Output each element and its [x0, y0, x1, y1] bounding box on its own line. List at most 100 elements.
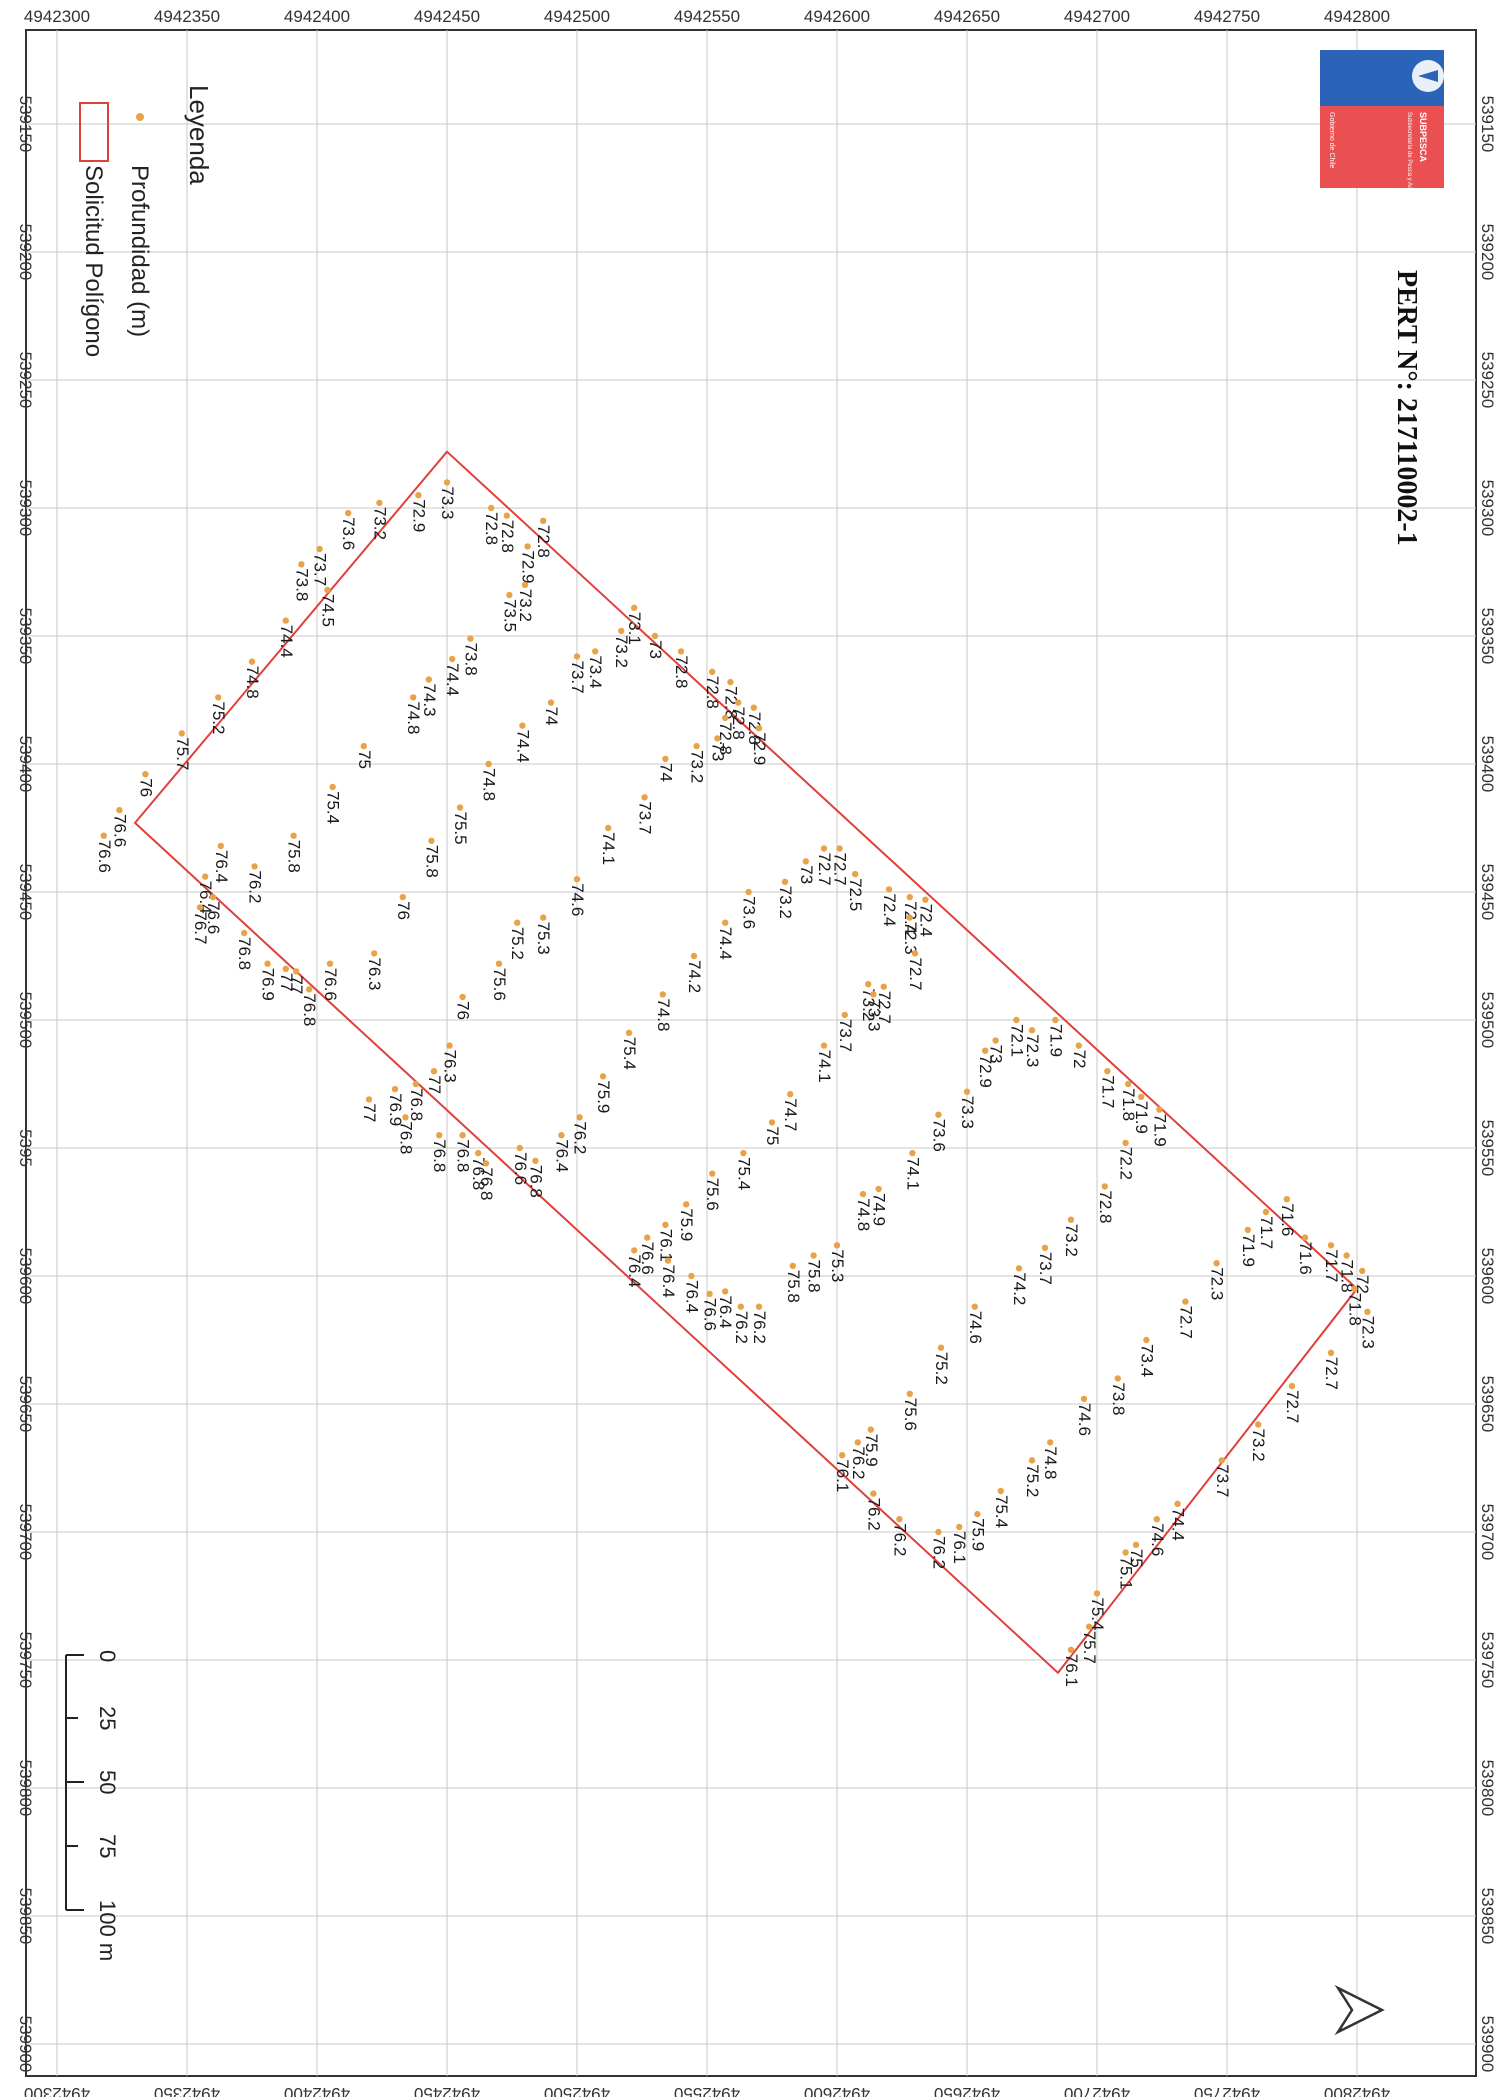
depth-label: 71.8 [1345, 1293, 1364, 1326]
depth-label: 74.7 [781, 1098, 800, 1131]
depth-point [326, 960, 334, 967]
depth-label: 72.3 [1358, 1316, 1377, 1349]
axis-bottom-label: 4942350 [154, 2084, 220, 2097]
depth-label: 72.7 [1176, 1306, 1195, 1339]
depth-label: 74.8 [1041, 1446, 1060, 1479]
depth-point [345, 509, 352, 517]
depth-point [690, 952, 698, 960]
depth-label: 73.8 [292, 568, 311, 601]
depth-point [1067, 1646, 1075, 1654]
axis-top-label: 4942700 [1064, 7, 1130, 26]
axis-right-label: 539450 [1478, 864, 1497, 921]
depth-label: 73.6 [929, 1119, 948, 1152]
depth-label: 76.4 [212, 850, 231, 883]
depth-label: 73.7 [836, 1019, 855, 1052]
axis-left-label: 539900 [16, 2016, 35, 2073]
depth-label: 71.7 [1322, 1249, 1341, 1282]
depth-point [745, 888, 752, 896]
axis-right-label: 539750 [1478, 1632, 1497, 1689]
depth-point [573, 876, 581, 883]
depth-label: 72.1 [1007, 1024, 1026, 1057]
depth-point [870, 991, 877, 998]
depth-label: 71.8 [1338, 1260, 1357, 1293]
depth-label: 73.3 [864, 998, 883, 1031]
depth-point [428, 837, 435, 844]
depth-label: 75.4 [734, 1157, 753, 1190]
depth-point [282, 617, 289, 624]
axis-left-label: 539300 [16, 480, 35, 537]
depth-label: 73.5 [500, 599, 519, 632]
depth-label: 73.2 [1062, 1224, 1081, 1257]
depth-label: 74.9 [870, 1193, 889, 1226]
logo-red-block [1320, 106, 1444, 188]
depth-label: 76.6 [110, 814, 129, 847]
depth-label: 75.2 [508, 927, 527, 960]
scale-tick-50: 50 [95, 1770, 120, 1794]
depth-point [298, 561, 305, 568]
depth-point [360, 742, 367, 750]
depth-point [768, 1119, 776, 1126]
depth-label: 72.9 [519, 550, 538, 583]
axis-bottom-label: 4942800 [1324, 2084, 1390, 2097]
depth-label: 72.9 [409, 499, 428, 532]
axis-bottom-label: 4942600 [804, 2084, 870, 2097]
depth-label: 75.9 [862, 1434, 881, 1467]
depth-label: 73.2 [516, 589, 535, 622]
depth-point [215, 694, 222, 701]
depth-point [709, 1170, 716, 1177]
depth-label: 74.4 [716, 927, 735, 960]
depth-label: 76.9 [259, 968, 278, 1001]
depth-label: 76.1 [656, 1229, 675, 1262]
depth-label: 74.4 [513, 730, 532, 763]
depth-point [251, 863, 258, 870]
axis-bottom-label: 4942300 [24, 2084, 90, 2097]
depth-label: 76.6 [95, 840, 114, 873]
depth-label: 72.8 [745, 712, 764, 745]
depth-point [399, 893, 406, 901]
depth-label: 72.8 [721, 686, 740, 719]
depth-point [456, 804, 464, 811]
depth-label: 72.9 [750, 732, 769, 765]
depth-point [540, 517, 547, 524]
depth-label: 76.6 [204, 901, 223, 934]
depth-label: 76.6 [638, 1242, 657, 1275]
depth-label: 72.8 [703, 676, 722, 709]
depth-label: 76.4 [682, 1280, 701, 1313]
axis-right-label: 539850 [1478, 1888, 1497, 1945]
depth-point [100, 832, 108, 839]
depth-label: 76.9 [386, 1093, 405, 1126]
depth-label: 72.3 [1023, 1034, 1042, 1067]
axis-right-label: 539550 [1478, 1120, 1497, 1177]
depth-point [709, 668, 716, 675]
depth-label: 77 [360, 1103, 379, 1122]
axis-bottom-label: 4942500 [544, 2084, 610, 2097]
axis-right-label: 539300 [1478, 480, 1497, 537]
legend-title: Leyenda [184, 85, 214, 185]
depth-point [1359, 1267, 1366, 1275]
depth-label: 71.9 [1046, 1024, 1065, 1057]
depth-point [576, 1114, 583, 1121]
depth-label: 74.8 [243, 666, 262, 699]
depth-point [870, 1490, 877, 1497]
depth-point [514, 919, 521, 926]
depth-label: 72.3 [1208, 1267, 1227, 1300]
depth-point [376, 499, 383, 507]
depth-label: 74 [542, 707, 561, 726]
depth-point [875, 1185, 882, 1193]
depth-label: 72.4 [880, 893, 899, 926]
depth-label: 75.8 [422, 845, 441, 878]
depth-point [787, 1091, 794, 1098]
depth-label: 71.9 [1132, 1101, 1151, 1134]
depth-label: 76.2 [849, 1446, 868, 1479]
axis-left-label: 539750 [16, 1632, 35, 1689]
depth-point [982, 1047, 989, 1054]
axis-left-label: 539600 [16, 1248, 35, 1305]
depth-label: 76.3 [441, 1050, 460, 1083]
depth-label: 76.2 [246, 870, 265, 903]
depth-label: 75.2 [932, 1352, 951, 1385]
depth-label: 73.4 [1137, 1344, 1156, 1377]
depth-point [1218, 1457, 1226, 1464]
depth-label: 75.3 [534, 922, 553, 955]
depth-point [178, 730, 185, 737]
depth-point [867, 1426, 874, 1433]
